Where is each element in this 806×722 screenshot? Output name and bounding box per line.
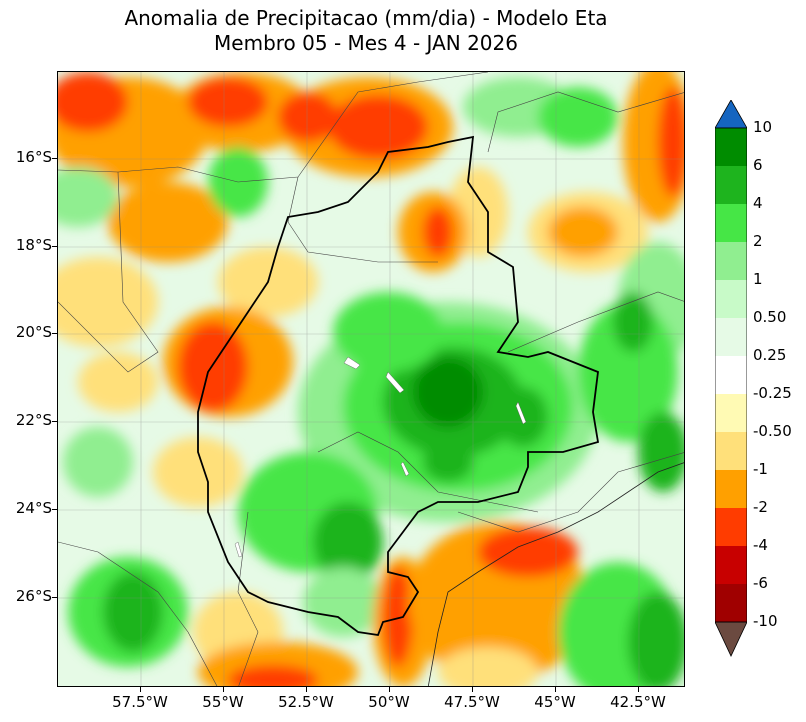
state-borders bbox=[58, 72, 684, 686]
basin-outline bbox=[197, 135, 600, 636]
title-line-1: Anomalia de Precipitacao (mm/dia) - Mode… bbox=[124, 6, 608, 30]
colorbar-label: 1 bbox=[753, 270, 763, 288]
colorbar-segment bbox=[715, 318, 747, 356]
colorbar-label: 6 bbox=[753, 156, 763, 174]
colorbar-segment bbox=[715, 432, 747, 470]
wet-region bbox=[303, 567, 383, 637]
dry-region bbox=[328, 95, 428, 159]
lat-label: 26°S bbox=[15, 587, 52, 605]
colorbar-segment bbox=[715, 356, 747, 394]
dry-region bbox=[548, 207, 618, 257]
lon-label: 55°W bbox=[202, 693, 244, 711]
dry-region bbox=[423, 207, 453, 257]
lon-label: 50°W bbox=[368, 693, 410, 711]
wet-region bbox=[628, 592, 684, 686]
colorbar-frame bbox=[715, 127, 747, 623]
colorbar-label: 10 bbox=[753, 118, 773, 136]
colorbar-label: 0.25 bbox=[753, 346, 787, 364]
map-canvas bbox=[58, 72, 684, 686]
lat-tick-mark bbox=[52, 509, 57, 510]
wet-region bbox=[423, 442, 473, 482]
lon-tick-mark bbox=[472, 687, 473, 692]
wet-region bbox=[63, 427, 133, 497]
wet-region bbox=[578, 302, 678, 442]
anomaly-field bbox=[58, 72, 684, 686]
colorbar-segment bbox=[715, 242, 747, 280]
colorbar-segment bbox=[715, 584, 747, 622]
colorbar-segment bbox=[715, 470, 747, 508]
lon-label: 42.5°W bbox=[610, 693, 666, 711]
precipitation-anomaly-map bbox=[57, 71, 685, 687]
colorbar-segment bbox=[715, 204, 747, 242]
colorbar-label: -0.50 bbox=[753, 422, 792, 440]
colorbar-label: -1 bbox=[753, 460, 768, 478]
map-title: Anomalia de Precipitacao (mm/dia) - Mode… bbox=[0, 6, 732, 56]
lat-tick-mark bbox=[52, 158, 57, 159]
dry-region bbox=[228, 665, 318, 686]
colorbar-label: 4 bbox=[753, 194, 763, 212]
colorbar-segment bbox=[715, 546, 747, 584]
title-line-2: Membro 05 - Mes 4 - JAN 2026 bbox=[214, 31, 518, 55]
lat-label: 16°S bbox=[15, 148, 52, 166]
lon-tick-mark bbox=[306, 687, 307, 692]
lat-label: 18°S bbox=[15, 236, 52, 254]
lat-tick-mark bbox=[52, 421, 57, 422]
lon-tick-mark bbox=[223, 687, 224, 692]
wet-region bbox=[58, 167, 118, 227]
dry-region bbox=[78, 352, 158, 412]
colorbar-label: -4 bbox=[753, 536, 768, 554]
colorbar-over-triangle bbox=[715, 100, 747, 129]
wet-region bbox=[313, 502, 383, 582]
dry-region bbox=[58, 72, 128, 132]
dry-region bbox=[188, 77, 268, 127]
wet-region bbox=[103, 572, 163, 652]
colorbar bbox=[715, 100, 747, 657]
lat-tick-mark bbox=[52, 597, 57, 598]
dry-region bbox=[108, 182, 228, 262]
dry-region bbox=[658, 87, 684, 197]
lat-label: 20°S bbox=[15, 323, 52, 341]
lat-label: 22°S bbox=[15, 411, 52, 429]
lat-label: 24°S bbox=[15, 499, 52, 517]
dry-region bbox=[278, 92, 338, 142]
wet-region bbox=[413, 357, 483, 427]
colorbar-label: 0.50 bbox=[753, 308, 787, 326]
lat-tick-mark bbox=[52, 333, 57, 334]
colorbar-label: -2 bbox=[753, 498, 768, 516]
dry-region bbox=[58, 257, 158, 347]
colorbar-under-triangle bbox=[715, 621, 747, 657]
colorbar-label: 2 bbox=[753, 232, 763, 250]
colorbar-segment bbox=[715, 128, 747, 166]
lon-tick-mark bbox=[140, 687, 141, 692]
colorbar-segment bbox=[715, 166, 747, 204]
dry-region bbox=[478, 527, 578, 577]
lat-tick-mark bbox=[52, 246, 57, 247]
dry-region bbox=[438, 647, 538, 686]
wet-region bbox=[638, 412, 684, 492]
dry-region bbox=[383, 567, 413, 667]
colorbar-label: -0.25 bbox=[753, 384, 792, 402]
colorbar-segment bbox=[715, 394, 747, 432]
lon-label: 45°W bbox=[534, 693, 576, 711]
lon-label: 52.5°W bbox=[278, 693, 334, 711]
dry-region bbox=[153, 437, 243, 507]
colorbar-segment bbox=[715, 508, 747, 546]
lon-label: 57.5°W bbox=[112, 693, 168, 711]
colorbar-label: -10 bbox=[753, 612, 778, 630]
colorbar-label: -6 bbox=[753, 574, 768, 592]
lon-tick-mark bbox=[389, 687, 390, 692]
coastline bbox=[427, 462, 684, 686]
lon-tick-mark bbox=[638, 687, 639, 692]
colorbar-segment bbox=[715, 280, 747, 318]
lon-tick-mark bbox=[555, 687, 556, 692]
lon-label: 47.5°W bbox=[444, 693, 500, 711]
wet-region bbox=[613, 292, 653, 352]
wet-region bbox=[538, 87, 618, 147]
wet-region bbox=[333, 292, 443, 372]
dry-region bbox=[178, 322, 248, 412]
reservoirs bbox=[234, 356, 527, 558]
